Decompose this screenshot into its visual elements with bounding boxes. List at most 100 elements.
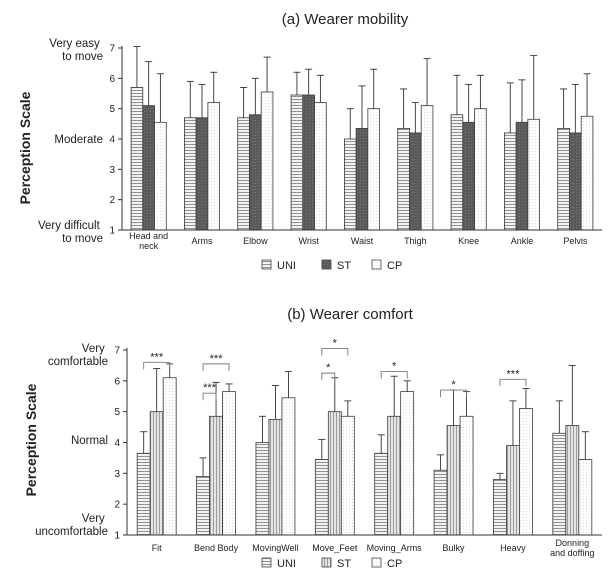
significance-label: * [392, 361, 397, 373]
bar-cp [420, 105, 434, 231]
bar-st [149, 411, 164, 536]
bar-st [387, 415, 402, 536]
bar-uni [314, 459, 329, 536]
y-tick-label: 7 [114, 346, 120, 357]
side-label-top: Very easy to move [49, 38, 103, 63]
bar-st [462, 121, 475, 231]
bar-uni [433, 469, 448, 536]
y-tick-label: 6 [114, 376, 120, 387]
category-label: Fit [152, 543, 162, 553]
bar-uni [552, 432, 567, 536]
bar-cp [527, 118, 540, 231]
bar-cp [281, 397, 296, 536]
chart-title: (a) Wearer mobility [282, 11, 409, 28]
bar-st [355, 127, 369, 231]
category-label: Bend Body [194, 543, 239, 553]
bar-st [249, 114, 262, 231]
significance-label: *** [203, 382, 217, 394]
significance-bracket [202, 392, 217, 401]
bar-uni [130, 87, 144, 231]
error-bar-group [133, 46, 591, 139]
legend: UNI ST CP [261, 557, 402, 570]
category-label: Waist [351, 236, 374, 246]
category-labels: Head and neck Arms Elbow Wrist Waist Thigh Knee… [129, 231, 588, 251]
bar-cp [154, 121, 167, 231]
legend-swatch-st [321, 557, 332, 568]
bar-cp [314, 102, 327, 231]
bar-cp [459, 415, 474, 536]
legend-label-cp: CP [387, 558, 402, 570]
y-axis-title: Perception Scale [17, 91, 33, 204]
bar-uni [397, 127, 410, 231]
significance-bracket [202, 363, 230, 371]
significance-label: * [451, 379, 456, 391]
category-label: Wrist [298, 236, 319, 246]
bar-uni [503, 132, 517, 231]
bar-st [268, 418, 283, 536]
significance-label: *** [507, 368, 521, 380]
legend-label-uni: UNI [277, 558, 296, 570]
significance-label: *** [150, 351, 164, 363]
category-label: Heavy [500, 543, 526, 553]
significance-bracket [499, 378, 527, 387]
significance-label: * [333, 337, 338, 349]
significance-bracket [143, 361, 171, 370]
y-tick-label: 3 [109, 165, 115, 176]
bar-uni [450, 114, 464, 231]
y-tick-label: 1 [114, 531, 120, 542]
category-label: Elbow [243, 236, 268, 246]
y-tick-label: 2 [109, 195, 115, 206]
bar-cp [367, 108, 381, 231]
y-tick-group: 1 2 3 4 5 6 7 [114, 346, 127, 542]
category-label: Ankle [511, 236, 534, 246]
category-label: Arms [192, 236, 213, 246]
legend-label-uni: UNI [277, 260, 296, 272]
side-label-bottom: Very uncomfortable [35, 513, 108, 538]
bar-uni [374, 452, 389, 536]
bar-uni [343, 138, 357, 231]
category-label: Thigh [404, 236, 427, 246]
bar-uni [136, 452, 151, 536]
category-labels: Fit Bend Body MovingWell Move_Feet Moving_Ar… [152, 538, 595, 558]
y-tick-label: 5 [114, 407, 120, 418]
bar-st [446, 425, 461, 536]
significance-group: *** ******** ***** [143, 337, 527, 401]
bar-uni [290, 94, 304, 231]
y-tick-label: 6 [109, 74, 115, 85]
bar-cp [260, 91, 274, 231]
bar-uni [183, 117, 197, 231]
side-label-top: Very comfortable [48, 343, 108, 368]
panel-wearer-comfort: (b) Wearer comfort Perception Scale Very… [23, 306, 602, 570]
significance-bracket [321, 372, 336, 381]
legend-swatch-uni [261, 259, 272, 270]
y-tick-label: 4 [109, 135, 115, 146]
bar-st [565, 425, 580, 536]
bar-st [515, 121, 529, 231]
significance-bracket [321, 348, 349, 356]
category-label: Donning and doffing [550, 538, 594, 558]
bar-cp [519, 408, 533, 536]
bar-st [209, 415, 223, 536]
y-tick-label: 3 [114, 469, 120, 480]
bar-uni [255, 442, 270, 536]
bar-cp [400, 391, 415, 536]
y-tick-label: 4 [114, 438, 120, 449]
side-label-mid: Normal [71, 435, 108, 447]
legend-swatch-cp [371, 259, 382, 270]
bar-st [506, 445, 520, 536]
bar-uni [237, 117, 250, 231]
y-tick-label: 1 [109, 226, 115, 237]
y-tick-group: 1 2 3 4 5 6 7 [109, 44, 122, 237]
category-label: Head and neck [129, 231, 168, 251]
bar-cp [162, 377, 177, 536]
legend-label-st: ST [337, 260, 351, 272]
bar-st [195, 117, 209, 231]
bar-st [569, 132, 582, 231]
bar-st [409, 132, 422, 231]
side-label-mid: Moderate [54, 134, 103, 146]
significance-bracket [380, 371, 408, 379]
bar-st [327, 411, 342, 536]
category-label: Pelvis [563, 236, 588, 246]
significance-bracket [440, 389, 468, 398]
